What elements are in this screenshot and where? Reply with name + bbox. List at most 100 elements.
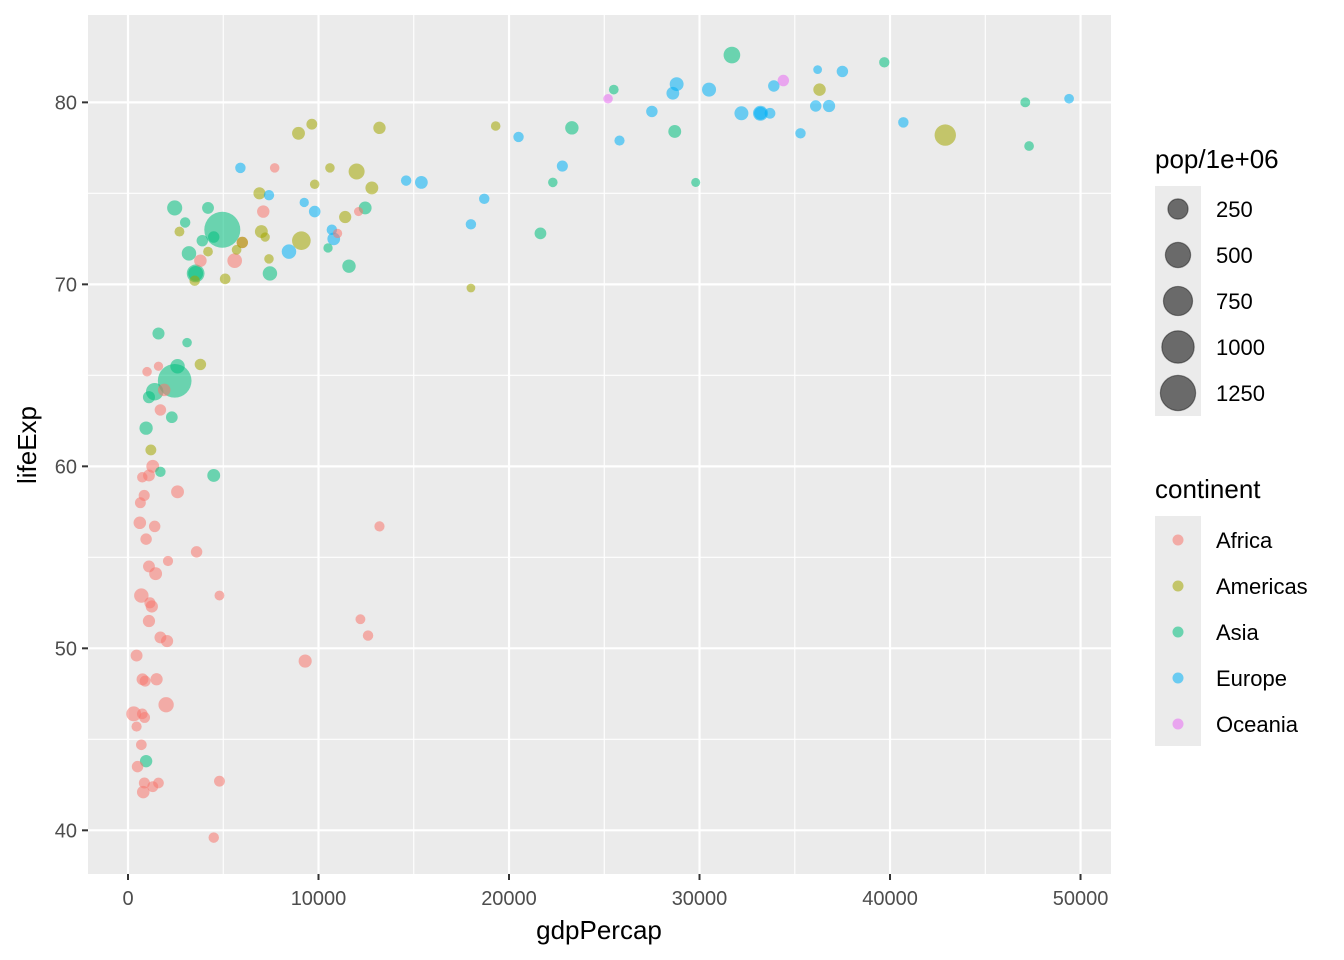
data-point-asia <box>202 201 214 214</box>
data-point-africa <box>257 205 270 218</box>
data-point-europe <box>281 244 297 259</box>
grid <box>88 15 1111 874</box>
data-point-africa <box>126 706 142 722</box>
y-tick-label: 50 <box>55 638 77 660</box>
color-legend: continent Africa Americas Asia Europe Oceani… <box>1155 474 1308 746</box>
data-point-africa <box>154 631 167 644</box>
x-tick-label: 10000 <box>291 888 347 910</box>
data-point-asia <box>208 231 220 243</box>
panel-background <box>88 15 1111 874</box>
y-tick-label: 80 <box>55 92 77 114</box>
size-legend-key <box>1167 198 1189 220</box>
data-point-asia <box>179 217 191 228</box>
color-legend-key-oceania <box>1172 718 1184 730</box>
data-point-europe <box>614 135 625 146</box>
x-tick-label: 30000 <box>672 888 728 910</box>
color-legend-label: Europe <box>1216 666 1287 691</box>
data-point-asia <box>167 200 183 216</box>
data-point-europe <box>754 106 767 120</box>
data-point-africa <box>139 675 151 687</box>
data-point-europe <box>898 117 909 128</box>
x-axis-title: gdpPercap <box>536 915 662 945</box>
data-point-europe <box>556 160 568 172</box>
data-point-americas <box>292 126 305 140</box>
size-legend-key <box>1161 330 1195 364</box>
size-legend-label: 750 <box>1216 289 1253 314</box>
data-point-europe <box>308 205 321 218</box>
data-point-americas <box>373 121 386 135</box>
data-point-europe <box>768 80 780 92</box>
data-point-europe <box>263 189 275 201</box>
data-point-asia <box>182 337 192 348</box>
color-legend-keys: Africa Americas Asia Europe Oceania <box>1172 528 1308 737</box>
color-legend-label: Americas <box>1216 574 1308 599</box>
data-point-africa <box>154 404 167 416</box>
data-point-africa <box>298 654 312 668</box>
color-legend-title: continent <box>1155 474 1261 504</box>
data-point-americas <box>253 187 266 200</box>
size-legend-label: 1250 <box>1216 381 1265 406</box>
size-legend-label: 500 <box>1216 243 1253 268</box>
data-point-europe <box>400 175 412 186</box>
data-point-africa <box>162 555 174 567</box>
size-legend-title: pop/1e+06 <box>1155 144 1279 174</box>
data-point-americas <box>174 226 185 237</box>
color-legend-key-africa <box>1172 534 1184 546</box>
size-legend-key <box>1164 241 1192 269</box>
data-point-asia <box>548 177 558 188</box>
data-point-americas <box>260 232 270 242</box>
data-point-europe <box>235 162 246 174</box>
data-point-asia <box>262 266 278 281</box>
data-point-americas <box>264 254 274 264</box>
data-point-europe <box>646 105 658 118</box>
data-point-europe <box>822 99 836 113</box>
data-point-europe <box>299 197 309 208</box>
data-point-africa <box>153 777 164 789</box>
data-point-africa <box>138 777 150 789</box>
data-point-africa <box>158 697 174 713</box>
data-point-oceania <box>603 93 613 104</box>
size-legend-key <box>1159 374 1197 412</box>
data-point-africa <box>374 521 385 532</box>
data-point-africa <box>190 546 203 558</box>
data-point-asia <box>155 466 166 478</box>
data-point-africa <box>157 383 171 397</box>
data-point-americas <box>306 118 318 130</box>
data-point-europe <box>795 128 806 139</box>
data-point-africa <box>142 366 152 377</box>
data-point-africa <box>144 597 156 609</box>
data-point-africa <box>134 497 146 509</box>
data-point-africa <box>227 253 243 269</box>
data-point-americas <box>348 163 365 180</box>
data-point-europe <box>666 86 680 100</box>
size-legend-key <box>1162 285 1194 317</box>
x-tick-label: 40000 <box>862 888 918 910</box>
y-tick-label: 60 <box>55 456 77 478</box>
data-point-europe <box>702 82 717 97</box>
data-point-asia <box>181 246 197 261</box>
data-point-asia <box>565 121 579 135</box>
data-point-americas <box>292 231 311 250</box>
data-point-africa <box>140 533 152 545</box>
data-point-europe <box>465 219 477 230</box>
data-point-europe <box>513 131 524 143</box>
data-point-asia <box>142 391 156 404</box>
data-point-asia <box>196 234 209 247</box>
color-legend-key-europe <box>1172 672 1184 684</box>
data-point-asia <box>608 84 619 95</box>
data-point-africa <box>131 760 144 773</box>
data-point-africa <box>148 520 161 533</box>
data-point-africa <box>137 472 148 483</box>
data-point-africa <box>194 254 207 267</box>
data-point-africa <box>143 560 155 573</box>
data-point-africa <box>208 832 219 843</box>
x-tick-label: 20000 <box>481 888 537 910</box>
data-point-africa <box>362 630 374 641</box>
data-point-americas <box>236 236 248 249</box>
x-axis: 0 10000 20000 30000 40000 50000 <box>122 874 1108 910</box>
data-point-africa <box>355 614 366 625</box>
data-point-asia <box>1024 141 1034 151</box>
color-legend-label: Asia <box>1216 620 1260 645</box>
data-point-americas <box>219 273 231 285</box>
